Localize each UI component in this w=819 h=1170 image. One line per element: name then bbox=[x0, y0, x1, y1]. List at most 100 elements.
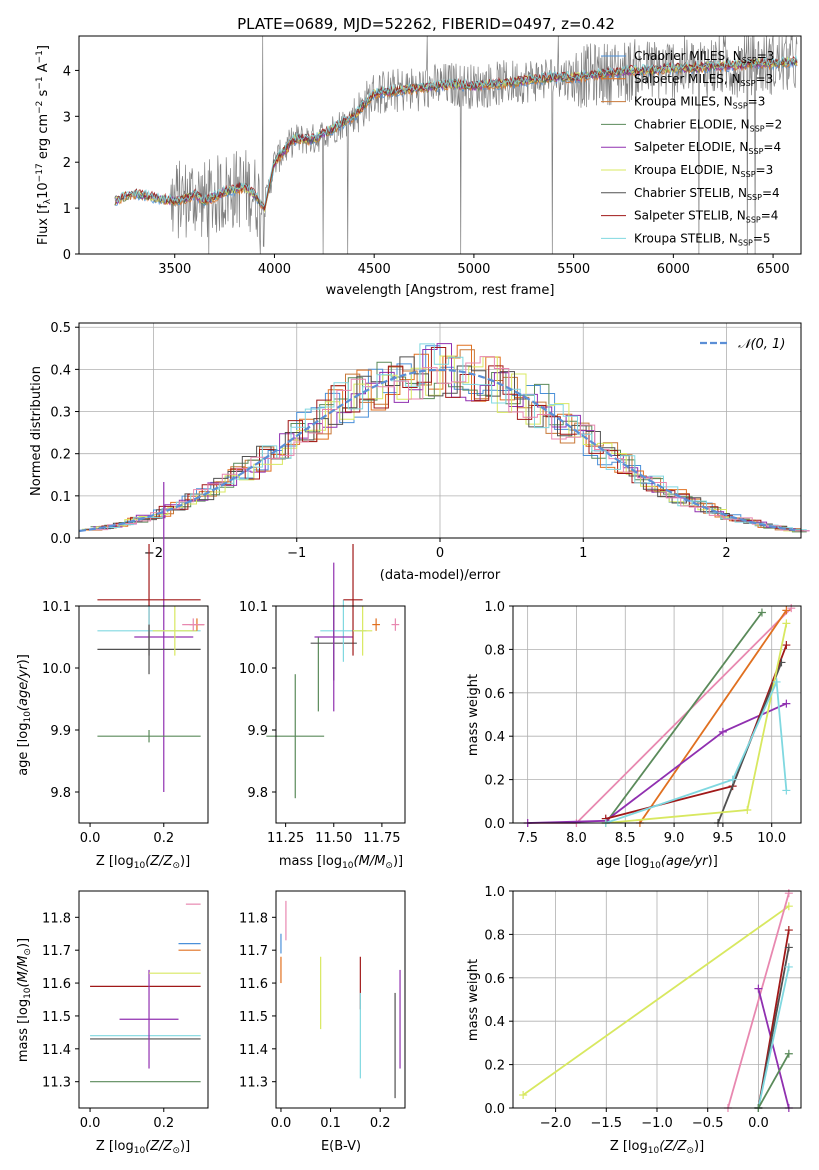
mw-age-line bbox=[604, 611, 763, 824]
label-sub: 10 bbox=[649, 861, 661, 871]
label-italic: (Z/Z bbox=[145, 854, 173, 869]
xtick-label: 10.0 bbox=[757, 831, 786, 846]
mw-age-marker bbox=[772, 677, 781, 686]
label-sub: ⊙ bbox=[385, 861, 393, 871]
xtick-label: 0.1 bbox=[320, 1116, 341, 1131]
mass_vs_Z-marks bbox=[90, 903, 201, 1083]
legend-count: =3 bbox=[757, 49, 775, 63]
mw-z-marker bbox=[784, 1049, 793, 1058]
spectrum-ytick-label: 3 bbox=[63, 110, 71, 125]
spectrum-xtick-label: 3500 bbox=[158, 262, 191, 277]
spectrum-xtick-label: 6000 bbox=[657, 262, 690, 277]
xtick-label: 8.5 bbox=[615, 831, 636, 846]
spectrum-ytick-label: 1 bbox=[63, 202, 71, 217]
spectrum-ytick-label: 2 bbox=[63, 156, 71, 171]
legend-subscript: SSP bbox=[738, 238, 753, 247]
ytick-label: 11.7 bbox=[42, 944, 71, 959]
axis-xlabel: E(B-V) bbox=[321, 1139, 361, 1154]
residuals-ytick-label: 0.0 bbox=[50, 532, 71, 547]
spectrum-ytick-label: 0 bbox=[63, 248, 71, 263]
mw-age-marker bbox=[757, 608, 766, 617]
ytick-label: 9.8 bbox=[50, 786, 71, 801]
legend-label: Chabrier ELODIE, NSSP=2 bbox=[634, 117, 782, 133]
legend-subscript: SSP bbox=[747, 193, 762, 202]
mw-age-line bbox=[605, 678, 788, 824]
mw-z-marker bbox=[754, 984, 763, 993]
spectrum-xlabel: wavelength [Angstrom, rest frame] bbox=[326, 283, 555, 298]
mw-z-line bbox=[727, 892, 790, 1109]
ytick-label: 11.7 bbox=[239, 944, 268, 959]
label-italic: (Z/Z bbox=[145, 1139, 173, 1154]
xtick-label: 0.0 bbox=[748, 1116, 769, 1131]
mw-age-marker bbox=[782, 699, 791, 708]
legend-count: =2 bbox=[765, 117, 783, 131]
spectrum-model-lines bbox=[114, 55, 798, 213]
ytick-label: 10.0 bbox=[239, 662, 268, 677]
ytick-label: 10.0 bbox=[42, 662, 71, 677]
xtick-label: 11.25 bbox=[267, 831, 304, 846]
ytick-label: 11.4 bbox=[239, 1043, 268, 1058]
residuals-histogram-pink bbox=[93, 356, 810, 532]
legend-subscript: SSP bbox=[741, 79, 756, 88]
legend-subscript: SSP bbox=[733, 102, 748, 111]
ytick-label: 10.1 bbox=[239, 600, 268, 615]
mw-age-marker bbox=[782, 786, 791, 795]
ytick-label: 11.3 bbox=[239, 1076, 268, 1091]
xtick-label: −2.0 bbox=[540, 1116, 572, 1131]
legend-label: Kroupa STELIB, NSSP=5 bbox=[634, 231, 771, 247]
mw-z-marker bbox=[784, 902, 793, 911]
legend-label: Chabrier STELIB, NSSP=4 bbox=[634, 186, 780, 202]
ytick-label: 1.0 bbox=[484, 885, 505, 900]
legend-subscript: SSP bbox=[741, 170, 756, 179]
mw-age-marker bbox=[782, 606, 791, 615]
residuals-histogram-chab-elodie bbox=[90, 361, 807, 533]
label-italic: (Z/Z bbox=[659, 1139, 687, 1154]
spectrum-observed-line bbox=[114, 35, 798, 255]
residuals-xtick-label: 1 bbox=[579, 546, 587, 561]
legend-subscript: SSP bbox=[746, 216, 761, 225]
residuals-ytick-label: 0.4 bbox=[50, 363, 71, 378]
mass_vs_Z-panel: 0.0 0.211.311.411.511.611.711.8Z [log10(Z… bbox=[16, 890, 209, 1156]
residuals-histogram-salp-miles bbox=[84, 344, 801, 531]
gaussian-legend-label: 𝒩(0, 1) bbox=[738, 337, 785, 352]
massweight_vs_age-axes-frame bbox=[512, 605, 802, 824]
label-text: Z [log bbox=[610, 1139, 648, 1154]
massweight_vs_age-panel: 7.5 8.0 8.5 9.0 9.5 10.0 0.0 0.2 0.4 0.6 0.8 1.0 age… bbox=[466, 600, 802, 871]
xtick-label: 0.2 bbox=[370, 1116, 391, 1131]
legend-count: =3 bbox=[756, 72, 774, 86]
legend-label: Kroupa MILES, NSSP=3 bbox=[634, 95, 765, 111]
mw-age-marker bbox=[743, 805, 752, 814]
label-text: age [log bbox=[16, 723, 31, 776]
spectrum-model-line-krou-elodie bbox=[114, 56, 798, 213]
mass_vs_ebv-axes-frame bbox=[275, 890, 406, 1109]
label-italic: (M/M bbox=[16, 956, 31, 988]
ytick-label: 9.9 bbox=[247, 724, 268, 739]
mw-age-line bbox=[527, 702, 787, 824]
legend-label: Salpeter STELIB, NSSP=4 bbox=[634, 209, 778, 225]
xtick-label: 0.0 bbox=[271, 1116, 292, 1131]
spectrum-ticks: 3500 4000 4500 5000 5500 6000 6500 0 1 2 3 4 bbox=[63, 64, 790, 277]
label-text: Z [log bbox=[96, 1139, 134, 1154]
ytick-label: 0.2 bbox=[484, 1059, 505, 1074]
ytick-label: 11.6 bbox=[42, 977, 71, 992]
label-text: mass [log bbox=[16, 999, 31, 1062]
axis-xlabel: Z [log10(Z/Z⊙)] bbox=[96, 854, 190, 871]
age_vs_Z-marks bbox=[97, 482, 205, 792]
residuals-xtick-label: 0 bbox=[436, 546, 444, 561]
label-sub: ⊙ bbox=[172, 861, 180, 871]
residuals-xtick-label: 2 bbox=[722, 546, 730, 561]
axis-ylabel: mass weight bbox=[466, 674, 481, 756]
legend-label: Chabrier MILES, NSSP=3 bbox=[634, 49, 774, 65]
label-text: mass [log bbox=[279, 854, 342, 869]
axis-ylabel: age [log10(age/yr)] bbox=[16, 654, 33, 776]
label-end: )] bbox=[180, 854, 190, 869]
residuals-ytick-label: 0.2 bbox=[50, 448, 71, 463]
residuals-ylabel: Normed distribution bbox=[29, 366, 44, 496]
figure-title: PLATE=0689, MJD=52262, FIBERID=0497, z=0… bbox=[237, 15, 615, 33]
label-sub: ⊙ bbox=[23, 948, 33, 956]
spectrum-ylabel: Flux [fλ10−17 erg cm−2 s−1 A−1] bbox=[35, 45, 53, 245]
label-end: )] bbox=[393, 854, 403, 869]
spectrum-legend: Chabrier MILES, NSSP=3 Salpeter MILES, NS… bbox=[601, 49, 782, 247]
axis-xlabel: Z [log10(Z/Z⊙)] bbox=[96, 1139, 190, 1156]
